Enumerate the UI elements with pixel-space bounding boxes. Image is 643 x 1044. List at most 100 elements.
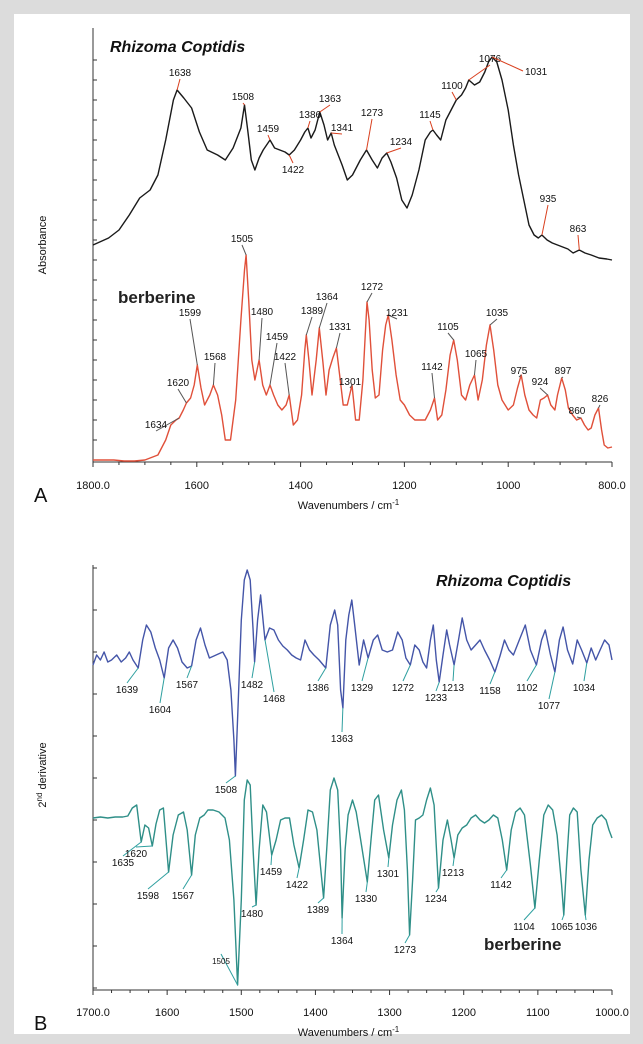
peak-label: 1389 — [307, 905, 330, 916]
peak-leader-line — [526, 664, 537, 682]
peak-label: 1480 — [251, 307, 274, 318]
x-tick-label: 1800.0 — [76, 480, 110, 492]
peak-label: 1100 — [441, 81, 463, 92]
peak-label: 1598 — [137, 891, 160, 902]
peak-leader-line — [182, 874, 193, 890]
peak-leader-line — [584, 914, 587, 921]
peak-leader-line — [159, 677, 165, 704]
peak-leader-line — [576, 416, 581, 419]
peak-label: 1034 — [573, 683, 596, 694]
peak-label: 1065 — [551, 922, 574, 933]
peak-label: 1459 — [266, 332, 289, 343]
peak-label: 1273 — [394, 945, 417, 956]
peak-leader-line — [539, 387, 548, 396]
peak-leader-line — [264, 639, 275, 693]
x-tick-label: 1700.0 — [76, 1007, 110, 1019]
peak-leader-line — [404, 934, 411, 944]
peak-leader-line — [583, 662, 588, 682]
x-tick-label: 1600 — [185, 480, 209, 492]
peak-label: 1635 — [112, 858, 135, 869]
peak-label: 1272 — [392, 683, 415, 694]
peak-leader-line — [468, 64, 491, 81]
peak-label: 897 — [555, 366, 572, 377]
x-tick-label: 1400 — [288, 480, 312, 492]
peak-label: 1036 — [575, 922, 598, 933]
spectrum-line-berberine — [92, 777, 613, 986]
peak-leader-line — [491, 56, 524, 72]
peak-label: 1331 — [329, 322, 352, 333]
peak-label: 1386 — [299, 110, 322, 121]
peak-leader-line — [500, 869, 508, 879]
peak-label: 1459 — [260, 867, 283, 878]
peak-label: 1077 — [538, 701, 561, 712]
peak-label: 1620 — [167, 378, 190, 389]
peak-label: 860 — [569, 406, 586, 417]
peak-leader-line — [241, 244, 247, 256]
peak-label: 1301 — [339, 377, 362, 388]
x-tick-label: 1600 — [155, 1007, 179, 1019]
peak-label: 1329 — [351, 683, 374, 694]
peak-label: 1035 — [486, 308, 509, 319]
peak-leader-line — [361, 657, 369, 682]
peak-label: 863 — [570, 224, 587, 235]
peak-label: 1422 — [282, 165, 305, 176]
peak-label: 1142 — [421, 362, 443, 373]
peak-leader-line — [598, 404, 601, 409]
peak-label: 1604 — [149, 705, 172, 716]
peak-leader-line — [258, 317, 263, 361]
peak-leader-line — [288, 154, 294, 164]
peak-leader-line — [489, 671, 496, 685]
peak-leader-line — [307, 120, 311, 129]
peak-label: 1145 — [419, 110, 441, 121]
peak-label: 1422 — [274, 352, 297, 363]
peak-leader-line — [523, 907, 536, 921]
series-title-berberine: berberine — [118, 288, 195, 307]
peak-leader-line — [452, 857, 455, 867]
peak-label: 1234 — [390, 137, 413, 148]
peak-label: 1459 — [257, 124, 280, 135]
peak-label: 924 — [532, 377, 549, 388]
y-axis-label-text: derivative — [37, 742, 49, 792]
peak-leader-line — [561, 914, 565, 921]
peak-leader-line — [147, 871, 169, 890]
peak-leader-line — [365, 881, 368, 893]
panel-letter-a: A — [34, 485, 48, 507]
peak-leader-line — [177, 388, 187, 404]
peak-label: 1341 — [331, 123, 354, 134]
peak-label: 1639 — [116, 685, 139, 696]
x-tick-label: 1400 — [303, 1007, 327, 1019]
peak-leader-line — [220, 953, 239, 986]
x-axis-label-superscript: -1 — [392, 498, 400, 507]
peak-label: 826 — [592, 394, 609, 405]
spectrum-line-rhizoma-coptidis — [92, 56, 613, 261]
x-tick-label: 800.0 — [598, 480, 626, 492]
peak-label: 1301 — [377, 869, 400, 880]
peak-label: 1158 — [479, 686, 501, 697]
peak-label: 1468 — [263, 694, 286, 705]
peak-leader-line — [225, 775, 236, 784]
peak-leader-line — [447, 332, 455, 341]
y-axis-label-number: 2 — [37, 801, 49, 807]
peak-leader-line — [452, 664, 455, 682]
figure-canvas — [14, 14, 630, 1034]
peak-label: 1102 — [516, 683, 538, 694]
peak-leader-line — [212, 362, 216, 386]
peak-leader-line — [548, 671, 556, 700]
peak-leader-line — [331, 132, 343, 135]
peak-label: 1567 — [176, 680, 199, 691]
x-tick-label: 1200 — [392, 480, 416, 492]
peak-label: 1076 — [479, 54, 502, 65]
peak-label: 1213 — [442, 868, 465, 879]
peak-leader-line — [242, 102, 245, 106]
peak-label: 1104 — [513, 922, 535, 933]
peak-label: 1508 — [232, 92, 255, 103]
peak-label: 1105 — [437, 322, 459, 333]
peak-label: 1213 — [442, 683, 465, 694]
peak-label: 1634 — [145, 420, 168, 431]
panel-b: 1700.0 1600 1500 1400 1300 1200 1100 1000.0 Wave… — [34, 565, 629, 1039]
series-title-rhizoma-coptidis: Rhizoma Coptidis — [436, 573, 571, 590]
series-title-rhizoma-coptidis: Rhizoma Coptidis — [110, 39, 245, 56]
peak-leader-line — [270, 854, 273, 866]
peak-label: 935 — [540, 194, 557, 205]
